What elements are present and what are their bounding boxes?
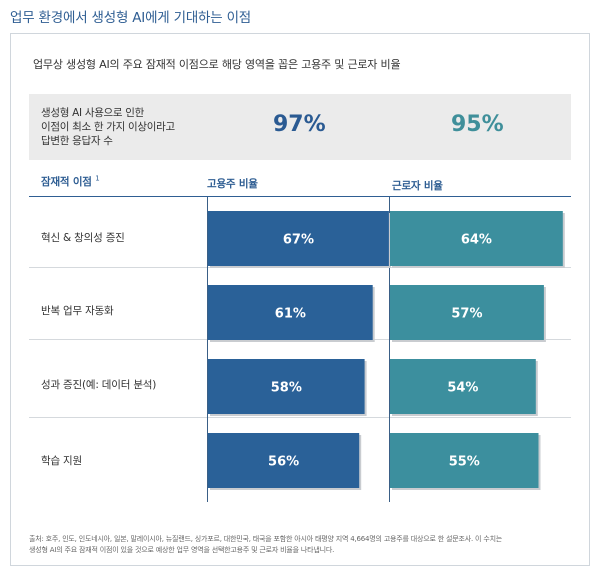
category-label: 성과 증진(예: 데이터 분석)	[41, 379, 157, 391]
worker-bar	[390, 359, 536, 414]
category-label: 혁신 & 창의성 증진	[41, 232, 125, 244]
page-title: 업무 환경에서 생성형 AI에게 기대하는 이점	[10, 10, 252, 26]
employer-bar	[208, 211, 389, 266]
worker-bar	[390, 433, 539, 488]
worker-bar	[390, 211, 563, 266]
chart-card: 업무상 생성형 AI의 주요 잠재적 이점으로 해당 영역을 꼽은 고용주 및 …	[10, 33, 590, 566]
header-divider	[29, 196, 571, 197]
bar-shadow	[210, 213, 391, 268]
employer-bar-value-label: 67%	[283, 233, 314, 248]
employer-bar	[208, 359, 365, 414]
summary-label-line: 생성형 AI 사용으로 인한	[41, 107, 145, 119]
employer-bar	[208, 433, 360, 488]
worker-axis-line	[389, 197, 390, 502]
bar-shadow	[210, 287, 375, 342]
summary-worker-value: 95%	[451, 112, 504, 137]
category-header-text: 잠재적 이점	[41, 176, 92, 188]
summary-label-line: 이점이 최소 한 가지 이상이라고	[41, 121, 175, 133]
summary-panel: 생성형 AI 사용으로 인한 이점이 최소 한 가지 이상이라고 답변한 응답자…	[29, 94, 571, 160]
row-divider	[29, 339, 571, 340]
row-divider	[29, 417, 571, 418]
bar-shadow	[392, 435, 541, 490]
summary-employer-value: 97%	[273, 112, 326, 137]
source-note: 출처: 호주, 인도, 인도네시아, 일본, 말레이시아, 뉴질랜드, 싱가포르…	[29, 535, 503, 554]
worker-bar-value-label: 64%	[461, 233, 492, 248]
employer-axis-line	[207, 197, 208, 502]
worker-bar-value-label: 55%	[449, 455, 480, 470]
bar-shadow	[392, 287, 546, 342]
bar-shadow	[392, 213, 565, 268]
bar-shadow	[392, 361, 538, 416]
employer-bar	[208, 285, 373, 340]
chart-title: 업무상 생성형 AI의 주요 잠재적 이점으로 해당 영역을 꼽은 고용주 및 …	[33, 58, 401, 71]
worker-bar	[390, 285, 544, 340]
category-label: 학습 지원	[41, 455, 82, 467]
worker-bar-value-label: 54%	[447, 381, 478, 396]
summary-label-line: 답변한 응답자 수	[41, 135, 113, 147]
employer-bar-value-label: 58%	[271, 381, 302, 396]
employer-column-header: 고용주 비율	[207, 178, 258, 190]
employer-bar-value-label: 61%	[275, 307, 306, 322]
summary-label: 생성형 AI 사용으로 인한 이점이 최소 한 가지 이상이라고 답변한 응답자…	[41, 106, 211, 148]
category-column-header: 잠재적 이점 1	[41, 174, 100, 189]
category-label: 반복 업무 자동화	[41, 305, 114, 317]
bar-shadow	[210, 361, 367, 416]
worker-bar-value-label: 57%	[451, 307, 482, 322]
footnote-marker: 1	[95, 174, 100, 183]
bar-shadow	[210, 435, 362, 490]
worker-column-header: 근로자 비율	[392, 180, 443, 192]
employer-bar-value-label: 56%	[268, 455, 299, 470]
row-divider	[29, 267, 571, 268]
